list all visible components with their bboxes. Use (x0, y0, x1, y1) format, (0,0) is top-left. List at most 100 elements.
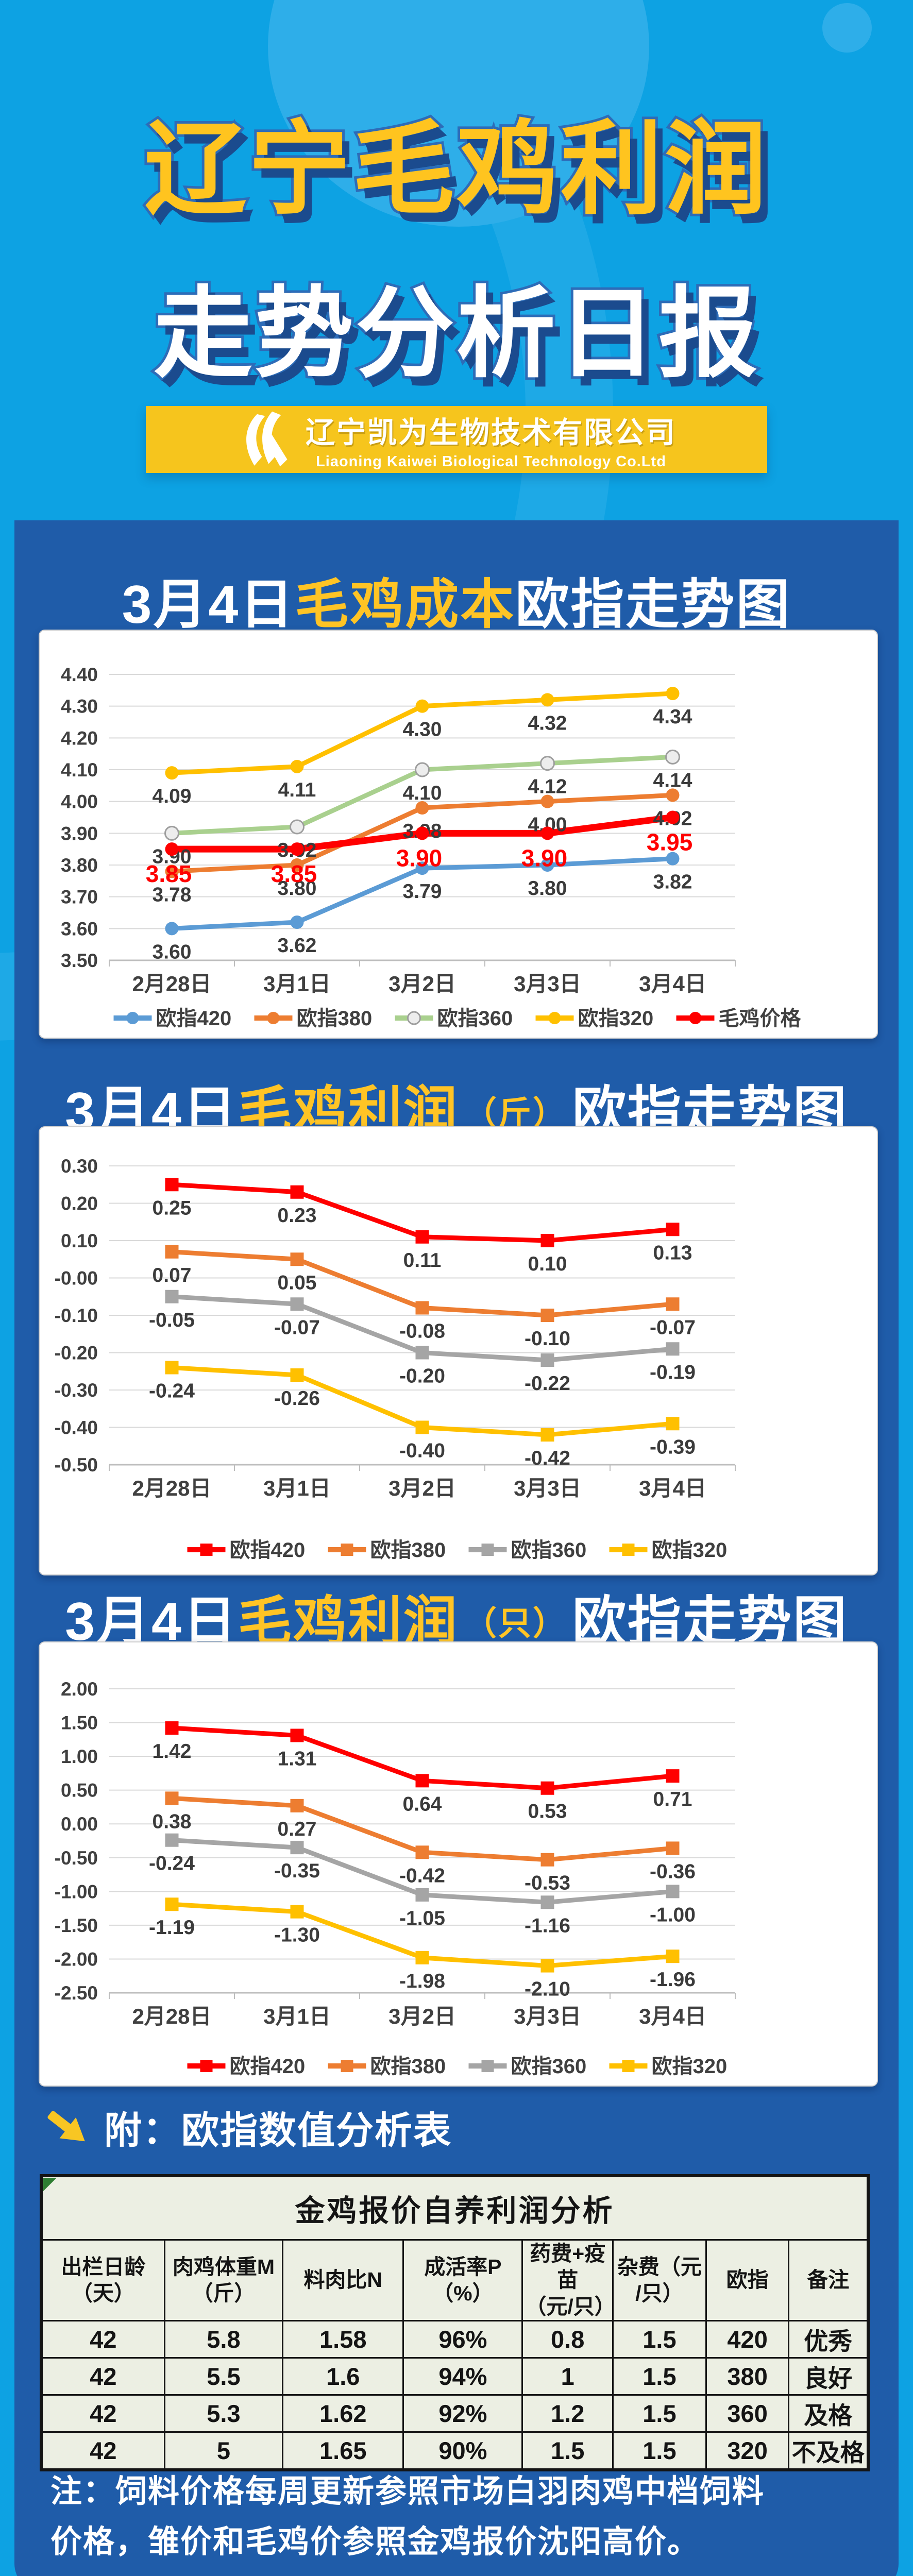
table-cell: 0.8 (521, 2319, 614, 2359)
column-header: 杂费（元/只） (612, 2239, 707, 2321)
table-cell: 90% (402, 2431, 523, 2471)
data-point (165, 1361, 179, 1375)
data-point (666, 1950, 680, 1963)
y-tick-label: -2.50 (55, 1982, 98, 2004)
table-cell: 1.5 (521, 2431, 614, 2471)
data-label: 3.78 (153, 884, 192, 906)
appendix-row: 附：欧指数值分析表 (43, 2100, 452, 2155)
note-line2: 价格，雏价和毛鸡价参照金鸡报价沈阳高价。 (50, 2524, 700, 2559)
x-tick-label: 3月3日 (514, 1476, 581, 1500)
cost-chart-card: 4.40 4.30 4.20 4.10 4.00 3.90 3.80 3.70 3.60 3.50… (39, 630, 878, 1039)
data-label: 0.23 (278, 1205, 317, 1227)
y-tick-label: -0.10 (55, 1305, 98, 1326)
data-point (290, 1905, 304, 1919)
data-point (665, 749, 680, 765)
company-name-en: Liaoning Kaiwei Biological Technology Co… (316, 453, 666, 470)
x-tick-label: 3月2日 (388, 2004, 456, 2028)
data-label: 0.05 (278, 1272, 317, 1294)
legend-label: 欧指320 (652, 1539, 728, 1562)
x-tick-label: 2月28日 (132, 1476, 211, 1500)
y-tick-label: 3.60 (61, 918, 98, 939)
data-point (666, 788, 680, 802)
data-label: 0.11 (403, 1249, 442, 1272)
data-label: 1.31 (278, 1748, 317, 1770)
table-cell: 92% (402, 2394, 523, 2433)
y-tick-label: 3.90 (61, 823, 98, 844)
data-point (540, 1234, 554, 1247)
data-label: 4.34 (653, 706, 692, 728)
table-cell: 1.5 (612, 2357, 707, 2396)
data-point (540, 826, 554, 840)
background-dot (822, 3, 872, 53)
table-cell: 1.5 (612, 2319, 707, 2359)
legend-marker (622, 1544, 635, 1556)
data-label: 3.85 (271, 860, 317, 887)
data-point (540, 1353, 554, 1367)
table-cell: 5 (163, 2431, 284, 2471)
analysis-table: 金鸡报价自养利润分析 出栏日龄 （天） 肉鸡体重M （斤） 料肉比N 成活率P （%） 药费+疫… (40, 2174, 870, 2471)
data-label: 4.10 (403, 782, 442, 804)
x-tick-label: 3月4日 (639, 972, 706, 996)
table-cell: 优秀 (788, 2319, 869, 2359)
data-point (666, 687, 680, 700)
data-label: 4.32 (528, 712, 567, 734)
data-label: -0.24 (149, 1380, 195, 1402)
profit-per-jin-chart: 0.30 0.20 0.10 -0.00 -0.10 -0.20 -0.30 -0.40 -0.… (55, 1156, 736, 1562)
data-point (165, 1178, 179, 1192)
table-cell: 5.5 (163, 2357, 284, 2396)
data-point (540, 1309, 554, 1322)
data-label: -1.16 (525, 1914, 570, 1937)
x-tick-label: 3月1日 (263, 1476, 331, 1500)
x-tick-label: 3月3日 (514, 972, 581, 996)
main-title-line1: 辽宁毛鸡利润 (142, 110, 769, 229)
data-point (666, 852, 680, 866)
data-label: -1.98 (399, 1970, 445, 1992)
data-point (666, 1885, 680, 1899)
table-cell: 良好 (788, 2357, 869, 2396)
data-point (290, 858, 304, 872)
table-cell: 1.2 (521, 2394, 614, 2433)
y-tick-label: -0.50 (55, 1454, 98, 1476)
table-cell: 5.3 (163, 2394, 284, 2433)
main-title-line2: 走势分析日报 (151, 276, 760, 392)
data-point (415, 1888, 429, 1902)
y-tick-label: 1.00 (61, 1746, 98, 1767)
data-label: -0.39 (650, 1436, 696, 1458)
data-label: 0.64 (403, 1793, 442, 1815)
arrow-icon (43, 2104, 91, 2151)
data-point (165, 922, 179, 936)
legend-marker (126, 1012, 139, 1024)
data-point (290, 1185, 304, 1199)
data-point (540, 1959, 554, 1973)
data-point (415, 1301, 429, 1315)
column-header: 肉鸡体重M （斤） (163, 2239, 284, 2321)
data-point (165, 842, 179, 856)
column-header: 出栏日龄 （天） (40, 2239, 165, 2321)
data-point (415, 801, 429, 815)
data-label: -0.07 (274, 1316, 320, 1338)
section-unit: （只） (463, 1605, 567, 1642)
section-topic: 毛鸡成本 (295, 575, 516, 635)
y-tick-label: -0.00 (55, 1268, 98, 1289)
analysis-table-wrap: 金鸡报价自养利润分析 出栏日龄 （天） 肉鸡体重M （斤） 料肉比N 成活率P （%） 药费+疫… (40, 2174, 870, 2471)
legend-label: 欧指360 (511, 2055, 587, 2078)
data-label: -0.07 (650, 1316, 696, 1338)
data-label: 3.95 (647, 829, 693, 856)
data-point (666, 1769, 680, 1783)
data-label: -0.26 (274, 1387, 320, 1410)
data-label: 3.62 (278, 935, 317, 957)
data-label: -0.42 (525, 1447, 570, 1469)
x-tick-label: 3月3日 (514, 2004, 581, 2028)
data-point (415, 1230, 429, 1244)
y-tick-label: 2.00 (61, 1679, 98, 1700)
data-label: -0.53 (525, 1872, 570, 1894)
data-point (290, 1728, 304, 1742)
data-label: 3.80 (278, 877, 317, 900)
table-cell: 不及格 (788, 2431, 869, 2471)
data-point (415, 861, 429, 875)
legend-marker (200, 2060, 213, 2072)
y-tick-label: 4.20 (61, 727, 98, 749)
data-label: -0.05 (149, 1309, 195, 1331)
table-cell: 42 (40, 2431, 165, 2471)
